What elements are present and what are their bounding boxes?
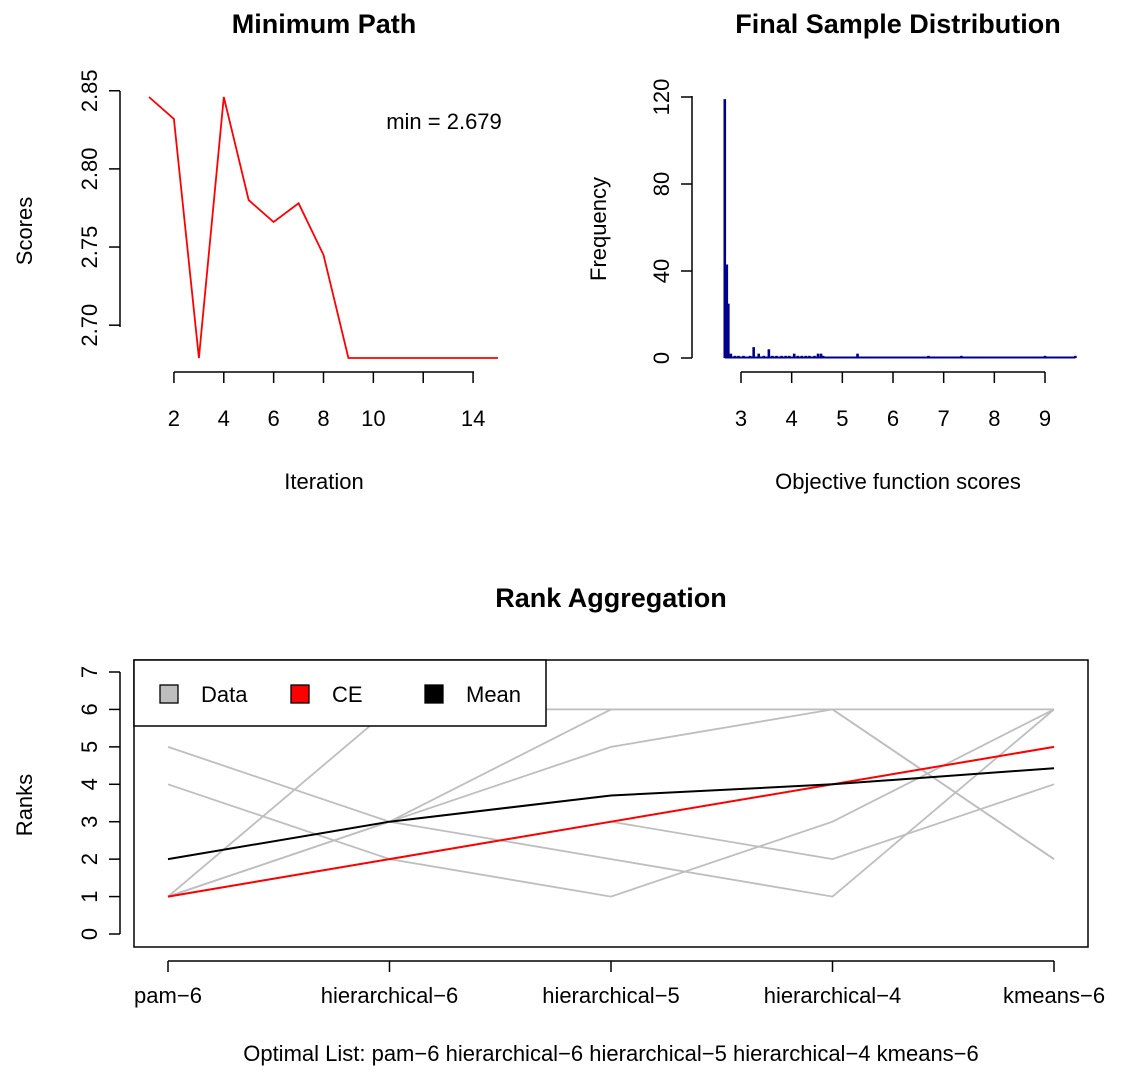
mean-series-line [167, 767, 1055, 861]
y-axis-label: Scores [12, 197, 37, 265]
y-tick-label: 0 [649, 352, 674, 364]
chart-title: Minimum Path [232, 9, 417, 39]
legend-swatch [424, 684, 444, 704]
legend-box [133, 659, 547, 727]
x-tick-label: 6 [268, 406, 280, 431]
data-series-line [167, 708, 1055, 898]
x-tick-label: 9 [1039, 406, 1051, 431]
y-ticks: 0 40 80 120 [649, 79, 692, 364]
legend: Data CE Mean [133, 659, 547, 727]
chart-title: Rank Aggregation [495, 583, 727, 613]
y-tick-label: 7 [77, 666, 102, 678]
x-tick-label: 7 [938, 406, 950, 431]
y-ticks: 2.70 2.75 2.80 2.85 [77, 69, 120, 347]
y-tick-label: 80 [649, 172, 674, 196]
plot-box [133, 659, 1089, 948]
y-tick-label: 2.85 [77, 69, 102, 112]
x-axis-label: Objective function scores [775, 469, 1021, 494]
x-tick-label: 8 [317, 406, 329, 431]
data-series-line [167, 783, 1055, 898]
y-tick-label: 2.75 [77, 226, 102, 269]
histogram-bars [723, 99, 1077, 359]
minimum-path-plot: Minimum Path Iteration Scores min = 2.67… [12, 9, 502, 494]
legend-label: Data [201, 682, 248, 707]
data-series-line [167, 708, 1055, 898]
y-tick-label: 4 [77, 778, 102, 790]
y-tick-label: 40 [649, 259, 674, 283]
y-tick-label: 3 [77, 816, 102, 828]
y-axis-label: Ranks [12, 774, 37, 836]
y-tick-label: 120 [649, 79, 674, 116]
y-ticks: 0 1 2 3 4 5 6 7 [77, 666, 120, 940]
ce-series-line [167, 745, 1055, 898]
x-tick-label: hierarchical−5 [542, 983, 680, 1008]
x-ticks: pam−6 hierarchical−6 hierarchical−5 hierarc… [134, 961, 1105, 1008]
y-axis-label: Frequency [586, 177, 611, 281]
x-tick-label: 8 [988, 406, 1000, 431]
x-tick-label: 2 [168, 406, 180, 431]
x-tick-label: 4 [786, 406, 798, 431]
y-tick-label: 2.80 [77, 147, 102, 190]
x-tick-label: 4 [218, 406, 230, 431]
score-path [148, 96, 498, 359]
x-tick-label: 5 [836, 406, 848, 431]
x-tick-label: kmeans−6 [1003, 983, 1105, 1008]
x-axis-label: Iteration [284, 469, 364, 494]
legend-label: Mean [466, 682, 521, 707]
sample-distribution-plot: Final Sample Distribution Objective func… [586, 9, 1077, 494]
x-tick-label: 3 [735, 406, 747, 431]
x-tick-label: pam−6 [134, 983, 202, 1008]
y-tick-label: 2 [77, 853, 102, 865]
legend-swatch [159, 684, 179, 704]
x-tick-label: hierarchical−6 [321, 983, 459, 1008]
x-axis-label: Optimal List: pam−6 hierarchical−6 hiera… [243, 1041, 979, 1066]
legend-swatch [290, 684, 310, 704]
score-line [148, 96, 498, 359]
legend-label: CE [332, 682, 363, 707]
rank-aggregation-plot: Rank Aggregation Optimal List: pam−6 hie… [12, 583, 1105, 1066]
min-annotation: min = 2.679 [386, 109, 502, 134]
y-tick-label: 2.70 [77, 304, 102, 347]
x-tick-label: 14 [461, 406, 485, 431]
x-ticks: 2 4 6 8 10 14 [168, 372, 485, 431]
x-tick-label: hierarchical−4 [764, 983, 902, 1008]
x-tick-label: 10 [361, 406, 385, 431]
y-tick-label: 0 [77, 928, 102, 940]
chart-title: Final Sample Distribution [735, 9, 1061, 39]
data-series-line [167, 708, 1055, 898]
x-tick-label: 6 [887, 406, 899, 431]
x-ticks: 3 4 5 6 7 8 9 [735, 372, 1051, 431]
y-tick-label: 5 [77, 741, 102, 753]
y-tick-label: 1 [77, 890, 102, 902]
rank-lines [167, 708, 1055, 898]
data-series-line [167, 708, 1054, 898]
data-series-line [167, 708, 1055, 898]
y-tick-label: 6 [77, 703, 102, 715]
